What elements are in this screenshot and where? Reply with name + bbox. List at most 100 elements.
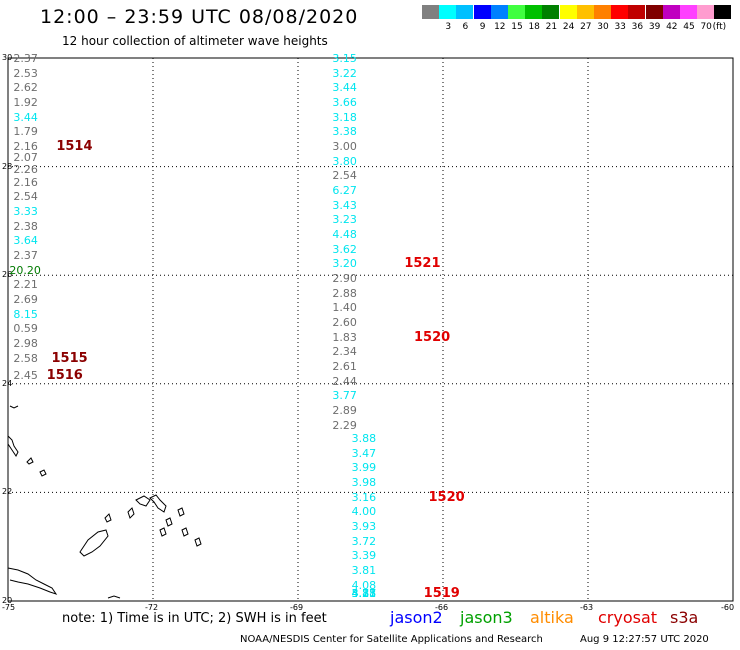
legend-swatch <box>490 5 508 19</box>
wave-height-value: 2.07 <box>13 150 38 164</box>
wave-height-value: 4.00 <box>351 505 377 519</box>
wave-height-value: 3.93 <box>351 520 377 534</box>
legend-swatch <box>473 5 491 19</box>
wave-height-value: 3.15 <box>332 52 357 65</box>
legend-value-label: 33 <box>614 22 626 32</box>
lat-tick-label: 28 <box>2 161 13 171</box>
legend-value-label: 18 <box>528 22 540 32</box>
wave-height-value: 2.38 <box>13 219 38 233</box>
wave-height-value: 2.88 <box>332 286 357 300</box>
wave-height-value: 4.87 <box>351 587 377 600</box>
wave-height-value: 2.21 <box>13 278 38 292</box>
wave-height-value: 3.77 <box>332 389 357 403</box>
wave-height-value: 2.37 <box>13 249 38 263</box>
footnote: note: 1) Time is in UTC; 2) SWH is in fe… <box>62 611 327 626</box>
wave-height-value: 3.43 <box>332 198 357 212</box>
wave-height-value: 2.54 <box>332 169 357 183</box>
legend-value-label: 15 <box>511 22 523 32</box>
legend-swatch <box>628 5 646 19</box>
wave-height-value: 3.27 <box>351 587 377 600</box>
wave-height-value: 4.37 <box>351 587 377 600</box>
pass-number: 1520 <box>414 329 451 345</box>
wave-height-value: 2.90 <box>332 271 357 285</box>
legend-value-label: 42 <box>666 22 678 32</box>
wave-height-value: 4.21 <box>351 587 377 600</box>
lat-tick-label: 20 <box>2 596 13 605</box>
legend-value-label: 45 <box>683 22 695 32</box>
legend-value-label: 21 <box>545 22 558 32</box>
map-frame <box>7 57 734 602</box>
wave-height-value: 3.39 <box>351 549 377 563</box>
coastline-islands <box>7 405 202 599</box>
wave-height-value: 2.16 <box>13 175 38 189</box>
wave-height-value: 3.80 <box>332 154 357 168</box>
lat-tick-label: 24 <box>2 378 13 388</box>
wave-height-value: 4.08 <box>351 578 377 592</box>
credit-line: NOAA/NESDIS Center for Satellite Applica… <box>240 634 543 645</box>
wave-height-value: 2.37 <box>13 52 38 65</box>
satellite-name: cryosat <box>598 608 658 627</box>
pass-number: 1519 <box>423 586 460 601</box>
lon-tick-label: -69 <box>290 603 304 612</box>
wave-height-value: 3.22 <box>332 66 357 80</box>
wave-height-value: 3.62 <box>332 242 357 256</box>
pass-number: 1520 <box>428 489 465 505</box>
wave-height-value: 2.34 <box>332 345 357 359</box>
wave-height-value: 4.85 <box>351 587 377 600</box>
lat-tick-label: 30 <box>2 53 13 62</box>
lon-tick-label: -60 <box>721 603 735 612</box>
wave-height-value: 2.45 <box>13 368 38 382</box>
wave-height-value: 3.64 <box>13 234 38 248</box>
pass-number: 1515 <box>51 350 88 366</box>
legend-swatch <box>508 5 525 19</box>
legend-value-label: 24 <box>562 22 575 32</box>
pass-number: 1521 <box>404 256 441 272</box>
legend-swatch <box>714 5 732 19</box>
wave-height-value: 2.16 <box>13 139 38 153</box>
wave-height-value: 3.98 <box>351 476 377 490</box>
wave-height-value: 8.15 <box>13 307 38 321</box>
wave-height-value: 1.83 <box>332 330 357 344</box>
satellite-name: jason3 <box>460 608 513 627</box>
wave-height-value: 2.62 <box>13 81 38 95</box>
lat-tick-label: 22 <box>2 487 13 497</box>
lat-tick-label: 26 <box>2 270 13 280</box>
legend-value-label: 3 <box>445 22 452 32</box>
legend-swatch <box>422 5 439 19</box>
legend-swatch <box>439 5 457 19</box>
legend-swatch <box>456 5 474 19</box>
wave-height-value: 2.69 <box>13 293 38 307</box>
wave-height-value: 2.60 <box>332 315 357 329</box>
legend-unit: (ft) <box>712 22 727 32</box>
legend-swatch <box>662 5 680 19</box>
wave-height-value: 2.54 <box>13 190 38 204</box>
legend-swatch <box>525 5 543 19</box>
wave-height-value: 1.79 <box>13 125 38 139</box>
legend-swatch <box>680 5 697 19</box>
legend-swatch <box>559 5 577 19</box>
pass-number: 1514 <box>56 138 93 154</box>
legend-value-label: 27 <box>580 22 592 32</box>
wave-height-value: 2.61 <box>332 359 357 373</box>
wave-height-value: 5.18 <box>351 587 377 600</box>
legend-value-label: 36 <box>631 22 644 32</box>
wave-height-value: 3.47 <box>351 446 377 460</box>
wave-height-value: 2.29 <box>332 418 357 432</box>
satellite-name: jason2 <box>390 608 443 627</box>
legend-swatch <box>611 5 629 19</box>
lon-tick-label: -66 <box>435 603 449 612</box>
legend-value-label: 12 <box>494 22 506 32</box>
wave-height-value: 3.88 <box>351 432 377 446</box>
wave-height-value: 3.00 <box>332 139 357 153</box>
lon-tick-label: -72 <box>145 603 159 612</box>
wave-height-value: 2.58 <box>13 351 38 365</box>
chart-subtitle: 12 hour collection of altimeter wave hei… <box>62 34 328 48</box>
wave-height-value: 2.89 <box>332 403 357 417</box>
legend-value-label: 30 <box>597 22 609 32</box>
wave-height-value: 3.18 <box>332 110 357 124</box>
wave-height-value: 3.23 <box>332 213 357 227</box>
wave-height-value: 20.20 <box>9 263 41 277</box>
wave-height-value: 2.98 <box>13 337 38 351</box>
legend-swatch <box>697 5 715 19</box>
